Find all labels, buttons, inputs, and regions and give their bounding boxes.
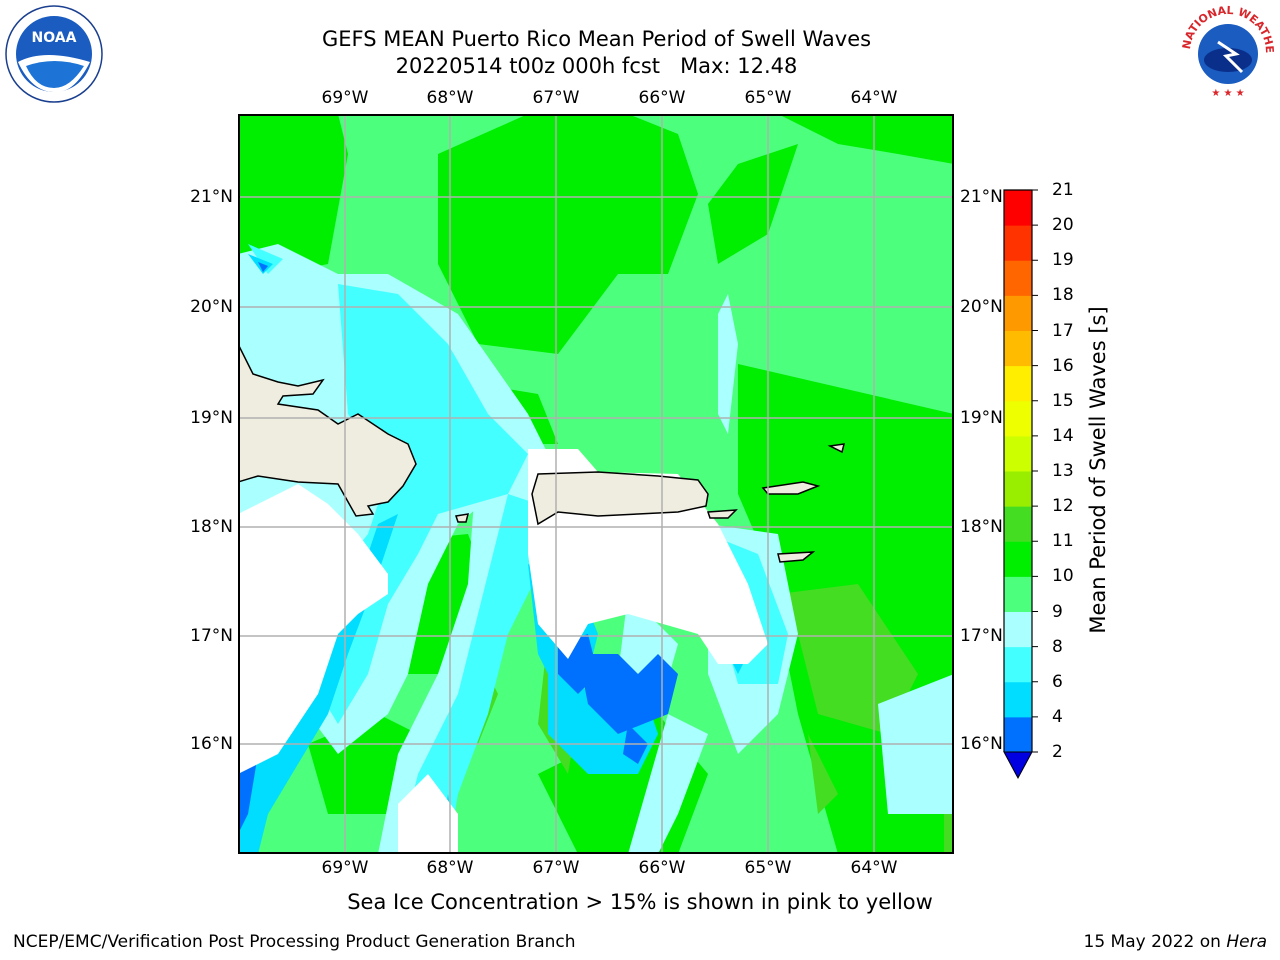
forecast-subtitle: 20220514 t00z 000h fcst Max: 12.48 bbox=[395, 54, 798, 78]
colorbar-band bbox=[1004, 576, 1032, 612]
colorbar-tick-label: 2 bbox=[1052, 742, 1063, 762]
colorbar-tick-label: 10 bbox=[1052, 566, 1074, 587]
lon-tick-label: 64°W bbox=[850, 858, 898, 878]
colorbar-band bbox=[1004, 716, 1032, 753]
colorbar-tick-label: 15 bbox=[1052, 390, 1074, 411]
colorbar-title: Mean Period of Swell Waves [s] bbox=[1086, 306, 1110, 634]
noaa-logo: NOAA bbox=[5, 5, 103, 103]
lon-tick-label: 66°W bbox=[638, 858, 686, 878]
st-croix bbox=[777, 551, 816, 563]
colorbar-band bbox=[1004, 611, 1032, 648]
colorbar-tick-label: 13 bbox=[1052, 461, 1074, 481]
colorbar-band bbox=[1004, 506, 1032, 542]
colorbar-tick-label: 20 bbox=[1052, 215, 1074, 236]
lon-tick-label: 68°W bbox=[426, 88, 474, 108]
colorbar-band bbox=[1004, 295, 1032, 331]
colorbar-tick-label: 18 bbox=[1052, 285, 1074, 306]
nws-logo: NATIONAL WEATHER SERVICE ★ ★ ★ bbox=[1178, 2, 1277, 101]
colorbar bbox=[1003, 189, 1038, 780]
lon-tick-label: 67°W bbox=[532, 88, 580, 108]
hispaniola bbox=[238, 343, 417, 517]
lat-tick-label: 17°N bbox=[960, 626, 1003, 646]
colorbar-tick-label: 9 bbox=[1052, 601, 1063, 622]
footer-date: 15 May 2022 on Hera bbox=[1084, 932, 1268, 952]
lat-tick-label: 19°N bbox=[960, 408, 1003, 428]
colorbar-tick-label: 14 bbox=[1052, 425, 1074, 446]
lon-tick-label: 65°W bbox=[744, 858, 792, 878]
lon-tick-label: 66°W bbox=[638, 88, 686, 108]
map-border bbox=[238, 114, 954, 854]
colorbar-band bbox=[1004, 646, 1032, 683]
colorbar-tick-label: 21 bbox=[1052, 180, 1074, 200]
sea-ice-note: Sea Ice Concentration > 15% is shown in … bbox=[347, 890, 933, 914]
colorbar-band bbox=[1004, 435, 1032, 472]
lat-tick-label: 16°N bbox=[960, 734, 1003, 754]
lat-tick-label: 20°N bbox=[190, 297, 233, 317]
colorbar-tick-label: 11 bbox=[1052, 531, 1074, 552]
colorbar-tick-label: 19 bbox=[1052, 250, 1074, 271]
lat-tick-label: 19°N bbox=[190, 408, 233, 428]
lat-tick-label: 17°N bbox=[190, 626, 233, 646]
lat-tick-label: 20°N bbox=[960, 297, 1003, 317]
colorbar-band bbox=[1004, 225, 1032, 261]
colorbar-tick-label: 8 bbox=[1052, 636, 1063, 657]
lat-tick-label: 21°N bbox=[190, 187, 233, 207]
colorbar-tick-label: 17 bbox=[1052, 320, 1074, 341]
svg-text:★ ★ ★: ★ ★ ★ bbox=[1211, 88, 1244, 99]
map-canvas bbox=[238, 114, 954, 854]
lon-tick-label: 69°W bbox=[321, 88, 369, 108]
colorbar-tick-label: 4 bbox=[1052, 706, 1063, 727]
colorbar-band bbox=[1004, 541, 1032, 577]
graticule bbox=[238, 114, 954, 854]
colorbar-tick-label: 16 bbox=[1052, 355, 1074, 376]
colorbar-extend-arrow bbox=[1003, 751, 1033, 780]
colorbar-band bbox=[1004, 330, 1032, 367]
colorbar-tick-label: 6 bbox=[1052, 671, 1063, 692]
colorbar-band bbox=[1004, 365, 1032, 402]
lat-tick-label: 16°N bbox=[190, 734, 233, 754]
footer-date-text: 15 May 2022 on bbox=[1083, 932, 1227, 952]
colorbar-band bbox=[1004, 260, 1032, 296]
lon-tick-label: 68°W bbox=[426, 858, 474, 878]
lon-tick-label: 65°W bbox=[744, 88, 792, 108]
virgin-islands bbox=[761, 481, 821, 495]
lat-tick-label: 21°N bbox=[960, 187, 1003, 207]
colorbar-tick-label: 12 bbox=[1052, 496, 1074, 517]
lat-tick-label: 18°N bbox=[960, 517, 1003, 537]
lat-tick-label: 18°N bbox=[190, 517, 233, 537]
colorbar-band bbox=[1004, 681, 1032, 718]
land-masses bbox=[238, 343, 845, 563]
mona-island bbox=[455, 513, 470, 523]
puerto-rico bbox=[531, 471, 709, 526]
footer-host: Hera bbox=[1226, 932, 1267, 952]
vieques bbox=[706, 509, 738, 519]
swell-period-map bbox=[238, 114, 954, 854]
colorbar-band bbox=[1004, 400, 1032, 437]
lon-tick-label: 64°W bbox=[850, 88, 898, 108]
noaa-logo-text: NOAA bbox=[32, 30, 77, 46]
colorbar-band bbox=[1004, 471, 1032, 507]
colorbar-band bbox=[1004, 190, 1032, 226]
anegada bbox=[827, 443, 845, 454]
lon-tick-label: 67°W bbox=[532, 858, 580, 878]
footer-branch: NCEP/EMC/Verification Post Processing Pr… bbox=[13, 932, 576, 952]
lon-tick-label: 69°W bbox=[321, 858, 369, 878]
field-2-4s bbox=[238, 262, 678, 834]
chart-title: GEFS MEAN Puerto Rico Mean Period of Swe… bbox=[321, 27, 872, 51]
